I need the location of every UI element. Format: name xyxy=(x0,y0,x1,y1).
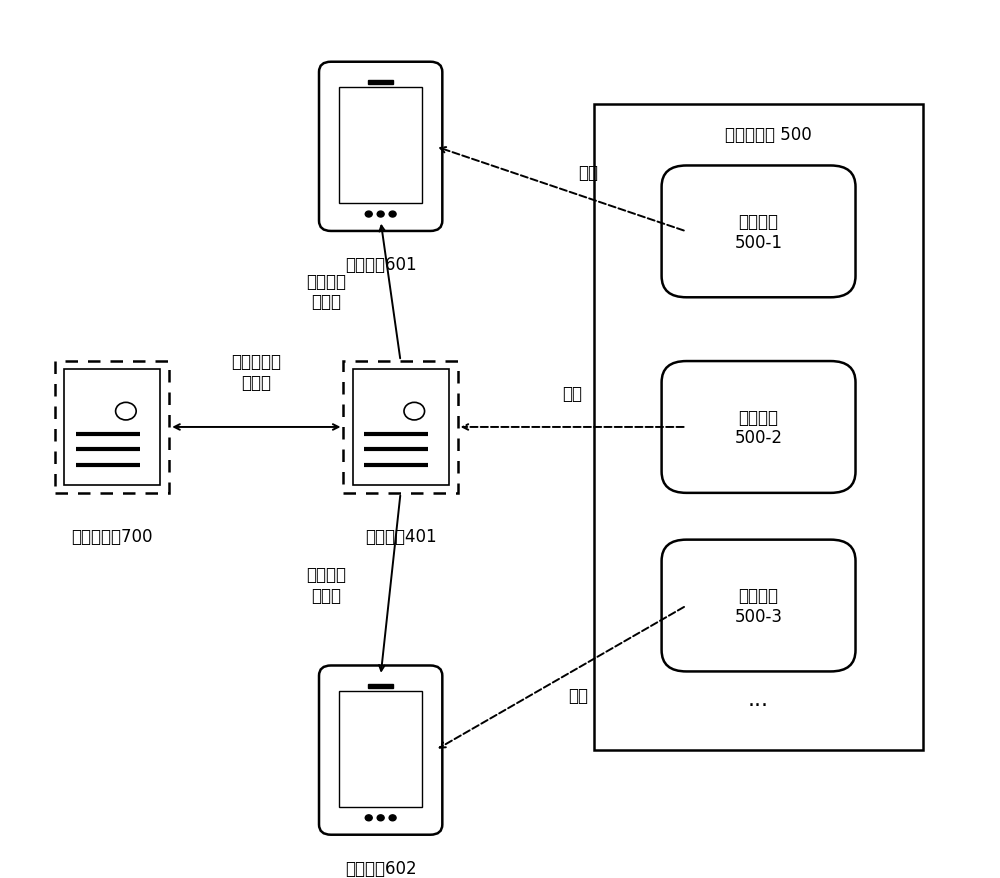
Circle shape xyxy=(389,815,396,821)
Bar xyxy=(339,691,422,807)
Bar xyxy=(353,370,449,486)
Text: 共识节点
500-2: 共识节点 500-2 xyxy=(735,408,783,447)
Text: 映射: 映射 xyxy=(568,686,588,704)
Circle shape xyxy=(116,403,136,421)
FancyBboxPatch shape xyxy=(662,362,856,493)
Bar xyxy=(55,362,169,493)
Bar xyxy=(368,684,393,687)
Bar xyxy=(343,362,458,493)
FancyBboxPatch shape xyxy=(319,62,442,232)
Circle shape xyxy=(377,212,384,218)
Text: 处理设备602: 处理设备602 xyxy=(345,859,416,876)
Circle shape xyxy=(365,212,372,218)
Text: ...: ... xyxy=(748,689,769,709)
Bar xyxy=(594,104,923,750)
Circle shape xyxy=(377,815,384,821)
Text: 处理设备601: 处理设备601 xyxy=(345,255,416,273)
Text: 待检测设备700: 待检测设备700 xyxy=(71,528,153,545)
Text: 映射: 映射 xyxy=(578,163,598,182)
Circle shape xyxy=(365,815,372,821)
Circle shape xyxy=(389,212,396,218)
Text: 共识节点
500-1: 共识节点 500-1 xyxy=(735,212,783,251)
Text: 区块链网络 500: 区块链网络 500 xyxy=(725,126,812,143)
Text: 数据的获取
和检测: 数据的获取 和检测 xyxy=(231,353,281,392)
Bar xyxy=(368,81,393,85)
Text: 检测设备401: 检测设备401 xyxy=(365,528,436,545)
Text: 待处理异
常数据: 待处理异 常数据 xyxy=(306,565,346,604)
Text: 映射: 映射 xyxy=(562,385,582,402)
Text: 待处理异
常数据: 待处理异 常数据 xyxy=(306,272,346,311)
Circle shape xyxy=(404,403,425,421)
FancyBboxPatch shape xyxy=(662,166,856,298)
FancyBboxPatch shape xyxy=(662,540,856,672)
Text: 共识节点
500-3: 共识节点 500-3 xyxy=(735,587,783,625)
FancyBboxPatch shape xyxy=(319,666,442,835)
Bar xyxy=(64,370,160,486)
Bar xyxy=(339,88,422,204)
